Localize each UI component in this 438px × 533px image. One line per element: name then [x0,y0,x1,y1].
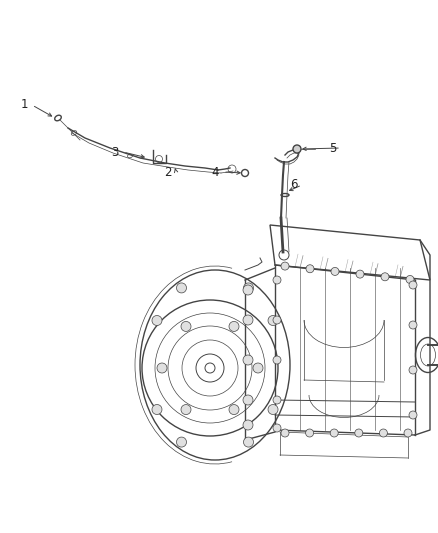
Circle shape [268,405,278,415]
Circle shape [181,405,191,415]
Circle shape [244,283,254,293]
Circle shape [229,405,239,415]
Circle shape [281,429,289,437]
Circle shape [273,424,281,432]
Circle shape [381,273,389,281]
Circle shape [404,429,412,437]
Text: 6: 6 [290,179,298,191]
Circle shape [244,437,254,447]
Circle shape [331,268,339,276]
Circle shape [281,262,289,270]
Circle shape [243,420,253,430]
Circle shape [177,437,187,447]
Circle shape [229,321,239,332]
Circle shape [243,285,253,295]
Circle shape [243,395,253,405]
Circle shape [306,265,314,273]
Circle shape [356,270,364,278]
Circle shape [152,316,162,326]
Text: 4: 4 [211,166,219,179]
Text: 2: 2 [164,166,172,179]
Circle shape [273,276,281,284]
Circle shape [253,363,263,373]
Circle shape [409,281,417,289]
Circle shape [330,429,338,437]
Circle shape [243,355,253,365]
Circle shape [152,405,162,415]
Circle shape [409,321,417,329]
Circle shape [273,356,281,364]
Circle shape [181,321,191,332]
Circle shape [268,316,278,326]
Text: 1: 1 [20,99,28,111]
Circle shape [306,429,314,437]
Text: 3: 3 [111,146,119,158]
Circle shape [157,363,167,373]
Circle shape [409,366,417,374]
Circle shape [243,315,253,325]
Circle shape [379,429,387,437]
Text: 5: 5 [329,141,337,155]
Circle shape [177,283,187,293]
Circle shape [409,411,417,419]
Circle shape [273,396,281,404]
Circle shape [406,276,414,284]
Circle shape [355,429,363,437]
Circle shape [273,316,281,324]
Circle shape [293,145,301,153]
